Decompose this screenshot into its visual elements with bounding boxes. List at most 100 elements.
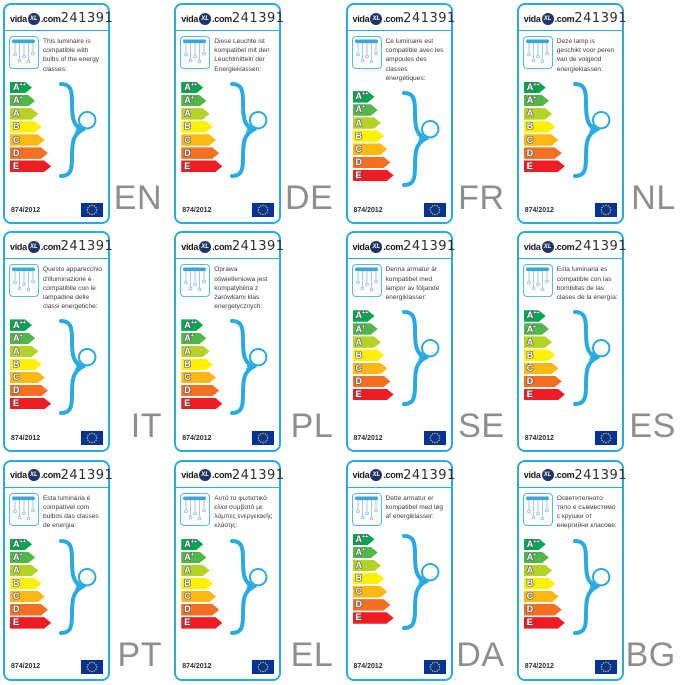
card-header: vida XL .com 241391	[518, 233, 627, 260]
energy-class-letter: C	[526, 362, 534, 373]
energy-class-arrow-a++: A++	[524, 539, 546, 551]
energy-classes-graphic: A++ A+ A B C D E	[176, 81, 279, 178]
energy-class-arrow-a+: A+	[181, 333, 206, 345]
energy-class-arrow-b: B	[10, 359, 42, 371]
label-cell: vida XL .com 241391	[343, 457, 514, 685]
energy-arrows: A++ A+ A B C D E	[181, 539, 222, 631]
energy-class-letter: A+	[13, 95, 23, 106]
card-header: vida XL .com 241391	[5, 5, 113, 31]
card-footer: 874/2012	[11, 203, 103, 217]
product-number: 241391	[403, 239, 456, 255]
label-cell: vida XL .com 241391	[514, 0, 685, 228]
energy-arrows: A++ A+ A B C D E	[353, 310, 394, 402]
energy-class-letter: A+	[13, 551, 23, 562]
label-cell: vida XL .com 241391	[0, 457, 171, 685]
brand-xl-badge-icon: XL	[199, 240, 212, 253]
energy-label-card: vida XL .com 241391	[3, 231, 113, 453]
card-header: vida XL .com 241391	[518, 462, 627, 488]
label-cell: vida XL .com 241391	[514, 228, 685, 456]
brand-vida-text: vida	[181, 470, 199, 481]
energy-class-arrow-d: D	[524, 604, 562, 616]
energy-class-letter: B	[526, 121, 534, 132]
energy-class-arrow-d: D	[353, 376, 391, 388]
regulation-number: 874/2012	[11, 663, 41, 671]
energy-class-letter: A++	[526, 82, 540, 93]
regulation-number: 874/2012	[182, 663, 212, 671]
energy-class-letter: C	[355, 362, 362, 373]
card-footer: 874/2012	[525, 659, 617, 674]
compatibility-text: Esta luminária é compatível com bulbos d…	[43, 494, 99, 530]
energy-arrows: A++ A+ A B C D E	[181, 82, 222, 174]
brand-com-text: .com	[554, 13, 575, 24]
pendant-lamp-icon	[180, 36, 211, 69]
energy-class-arrow-a++: A++	[353, 534, 375, 546]
energy-class-arrow-a: A	[10, 108, 38, 120]
energy-class-letter: A	[184, 564, 191, 575]
energy-label-card: vida XL .com 241391	[345, 459, 456, 681]
eu-flag-icon	[81, 659, 103, 674]
energy-class-arrow-a+: A+	[181, 552, 206, 564]
vidaxl-logo: vida XL .com	[353, 12, 403, 25]
brand-vida-text: vida	[10, 241, 27, 252]
brand-xl-badge-icon: XL	[370, 12, 383, 25]
energy-class-arrow-a+: A+	[524, 95, 549, 107]
energy-class-letter: C	[184, 134, 191, 145]
energy-class-arrow-b: B	[353, 573, 385, 585]
energy-label-card: vida XL .com 241391	[3, 3, 113, 224]
brand-vida-text: vida	[523, 470, 541, 481]
regulation-number: 874/2012	[182, 434, 212, 442]
energy-class-letter: B	[184, 578, 191, 589]
energy-class-letter: A+	[526, 95, 537, 106]
energy-class-arrow-a: A	[353, 117, 381, 129]
energy-class-arrow-a+: A+	[10, 333, 35, 345]
energy-class-letter: A++	[184, 319, 198, 330]
card-header: vida XL .com 241391	[347, 5, 455, 31]
brand-xl-badge-icon: XL	[370, 240, 383, 253]
label-cell: vida XL .com 241391	[171, 228, 342, 456]
language-code: DA	[456, 635, 505, 674]
vidaxl-logo: vida XL .com	[523, 469, 575, 482]
energy-class-arrow-d: D	[10, 147, 48, 159]
card-header: vida XL .com 241391	[176, 462, 284, 488]
energy-class-arrow-e: E	[524, 617, 565, 629]
label-cell: vida XL .com 241391	[343, 228, 514, 456]
energy-class-letter: B	[355, 349, 362, 360]
compatibility-text: Questo apparecchio d'illuminazione è com…	[43, 266, 103, 311]
energy-class-letter: A++	[184, 82, 198, 93]
energy-class-letter: D	[355, 375, 362, 386]
compatibility-text: Oprawa oświetleniowa jest kompatybilna z…	[214, 266, 268, 311]
energy-class-letter: A	[355, 117, 362, 128]
energy-class-letter: E	[526, 617, 533, 628]
product-number: 241391	[60, 239, 114, 255]
card-header: vida XL .com 241391	[5, 233, 113, 260]
brand-xl-badge-icon: XL	[27, 240, 40, 253]
energy-class-arrow-c: C	[181, 591, 216, 603]
energy-class-letter: D	[13, 604, 20, 615]
energy-class-letter: C	[13, 134, 20, 145]
energy-class-letter: A+	[184, 95, 194, 106]
brand-xl-badge-icon: XL	[27, 469, 40, 482]
brand-vida-text: vida	[352, 241, 370, 252]
energy-class-letter: A++	[184, 538, 198, 549]
product-number: 241391	[403, 467, 456, 483]
energy-class-letter: B	[355, 573, 362, 584]
description-row: This luminaire is compatible with bulbs …	[5, 31, 108, 74]
energy-class-arrow-d: D	[353, 157, 391, 169]
energy-class-letter: A+	[526, 323, 537, 334]
pendant-lamp-icon	[180, 492, 211, 526]
energy-class-letter: C	[184, 372, 191, 383]
energy-class-arrow-b: B	[181, 578, 213, 590]
energy-class-letter: A	[13, 564, 20, 575]
card-footer: 874/2012	[11, 659, 103, 674]
energy-class-arrow-a: A	[353, 560, 381, 572]
energy-class-arrow-a+: A+	[353, 104, 378, 116]
energy-class-letter: A	[184, 345, 191, 356]
description-row: Deze lamp is geschikt voor peren van de …	[519, 31, 622, 74]
energy-class-arrow-a: A	[10, 346, 38, 358]
language-code: NL	[631, 179, 676, 217]
language-code: FR	[458, 179, 505, 217]
energy-class-letter: D	[526, 604, 534, 615]
energy-class-letter: C	[184, 591, 191, 602]
description-row: Esta luminária é compatível com bulbos d…	[5, 488, 108, 531]
card-footer: 874/2012	[182, 431, 275, 446]
